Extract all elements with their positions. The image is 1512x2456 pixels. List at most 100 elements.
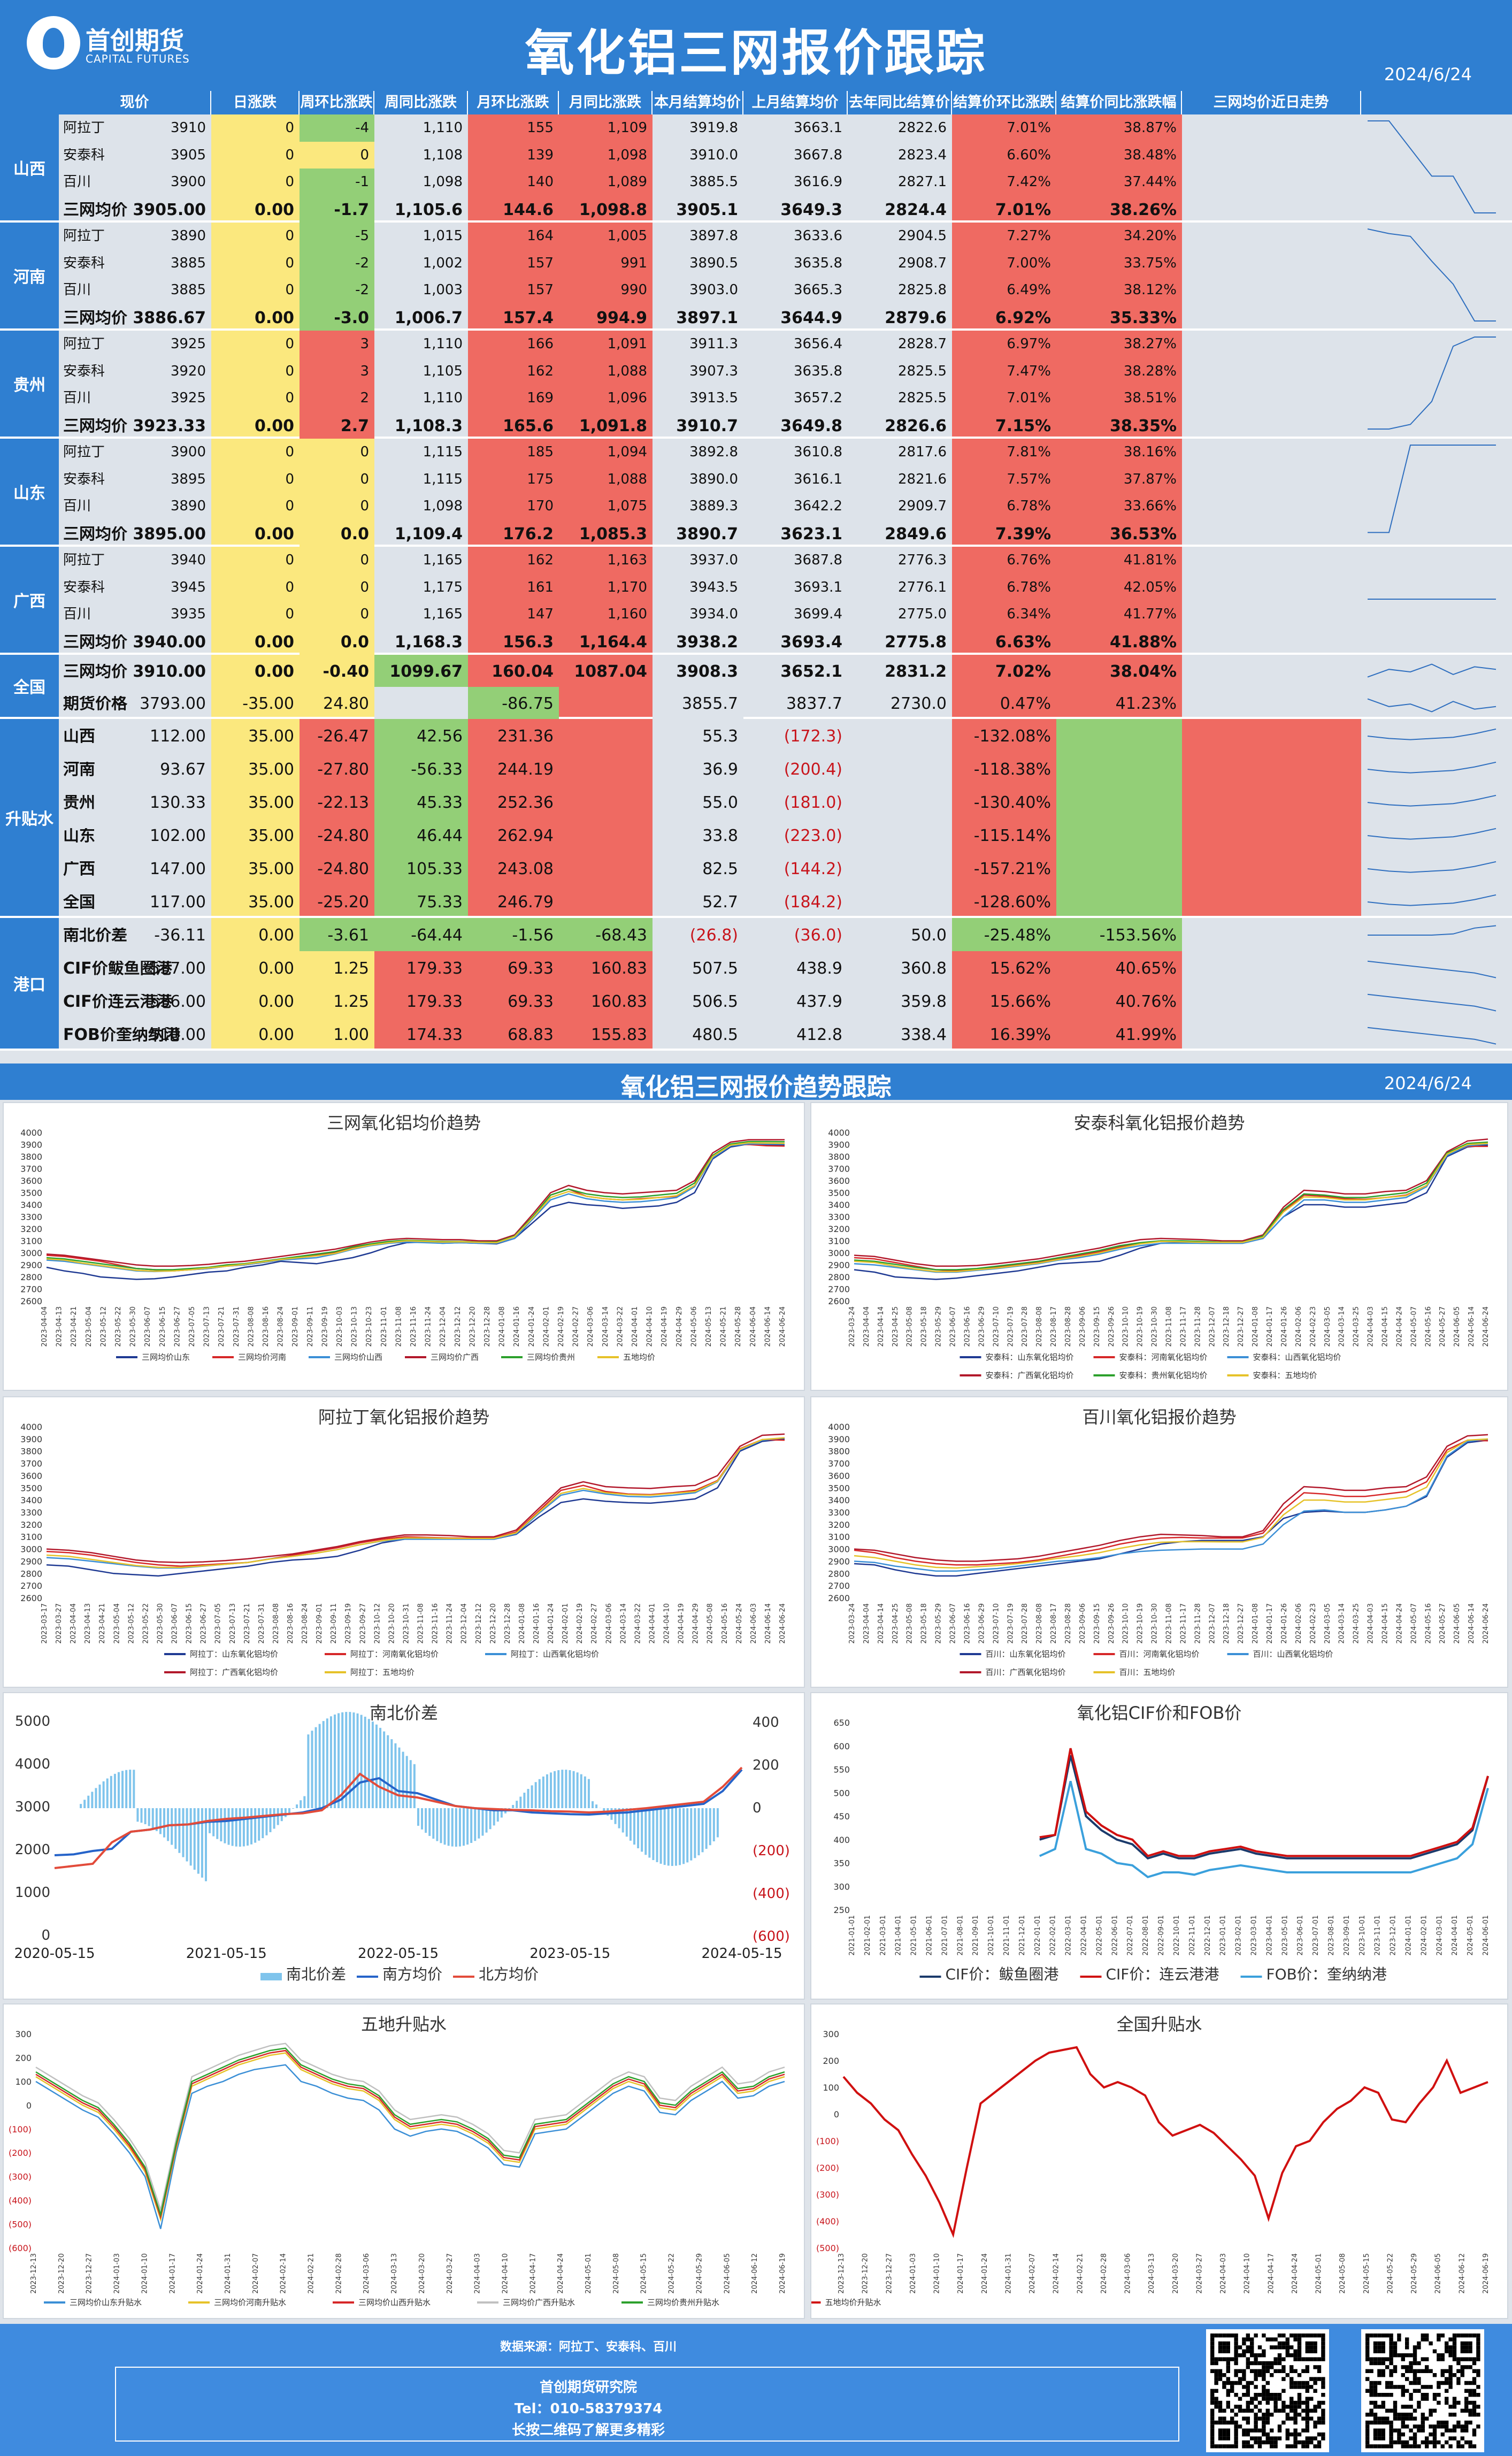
x-tick-label: 2024-02-19 [557,1306,565,1347]
qr-module [1377,2420,1381,2425]
qr-module [1222,2357,1226,2361]
qr-module [1393,2408,1398,2413]
table-cell: 3903.0 [689,283,738,299]
table-cell: 3693.1 [794,580,842,595]
qr-module [1460,2365,1464,2369]
qr-module [1273,2405,1278,2409]
x-tick-label: 2020-05-15 [14,1946,95,1962]
qr-module [1405,2416,1409,2421]
x-tick-label: 2024-04-01 [1451,1915,1459,1956]
qr-module [1230,2385,1234,2389]
qr-module [1468,2440,1472,2445]
bar [701,1808,704,1853]
qr-module [1373,2393,1378,2397]
qr-module [1413,2444,1417,2449]
qr-module [1242,2432,1246,2437]
qr-module [1425,2365,1429,2369]
qr-module [1262,2365,1266,2369]
bar [379,1727,382,1808]
bar [671,1808,673,1866]
y-tick-label: 3900 [20,1434,42,1444]
qr-module [1273,2400,1278,2405]
x-tick-label: 2024-03-27 [1195,2253,1203,2294]
y-tick-label: 3300 [828,1508,850,1518]
qr-module [1262,2424,1266,2429]
qr-module [1321,2381,1325,2385]
qr-module [1254,2369,1258,2373]
qr-module [1472,2381,1477,2385]
qr-module [1305,2365,1309,2369]
qr-module [1452,2333,1457,2338]
qr-module [1250,2353,1254,2358]
qr-module [1270,2373,1274,2377]
qr-module [1254,2405,1258,2409]
column-band [952,719,1056,916]
row-label: 百川 [63,499,91,515]
x-tick-label: 2024-06-12 [1458,2253,1466,2294]
qr-module [1317,2416,1322,2421]
x-tick-label: 2023-09-11 [330,1603,338,1644]
qr-module [1401,2373,1405,2377]
qr-module [1460,2369,1464,2373]
qr-module [1277,2408,1282,2413]
qr-code-1[interactable] [1206,2329,1329,2452]
qr-module [1452,2405,1457,2409]
table-cell: 2879.6 [885,310,947,327]
table-cell: 1.25 [333,994,369,1011]
x-tick-label: 2024-05-22 [668,2253,676,2294]
table-cell: 7.81% [1007,445,1051,461]
qr-module [1214,2400,1218,2405]
table-cell: 1.00 [333,1027,369,1044]
qr-module [1277,2357,1282,2361]
qr-module [1365,2353,1370,2358]
table-cell: 1,091.8 [579,418,647,435]
bar [125,1770,128,1808]
qr-module [1222,2416,1226,2421]
qr-module [1385,2393,1390,2397]
x-tick-label: 2024-05-27 [1439,1603,1447,1644]
table-cell: 262.94 [497,828,554,845]
qr-module [1222,2381,1226,2385]
table-cell: 0 [285,283,294,299]
qr-module [1270,2428,1274,2432]
qr-module [1464,2440,1469,2445]
bar [273,1808,275,1829]
y-tick-label: 600 [833,1741,850,1751]
x-tick-label: 2024-05-08 [707,1603,715,1644]
qr-module [1464,2341,1469,2346]
qr-module [1257,2361,1262,2366]
table-cell: 3895 [170,472,206,487]
legend-label: 安泰科：山东氧化铝均价 [986,1352,1074,1362]
qr-module [1377,2357,1381,2361]
qr-module [1448,2369,1453,2373]
qr-module [1262,2432,1266,2437]
x-tick-label: 2024-05-01 [1467,1915,1475,1956]
qr-module [1262,2377,1266,2381]
qr-module [1222,2333,1226,2338]
y2-tick-label: 200 [753,1757,779,1773]
table-cell [561,828,647,845]
x-tick-label: 2024-01-01 [1404,1915,1413,1956]
qr-module [1460,2341,1464,2346]
qr-module [1305,2341,1309,2346]
qr-module [1246,2444,1250,2449]
x-tick-label: 2023-11-24 [446,1603,454,1644]
qr-module [1389,2428,1393,2432]
table-cell: 156.3 [503,634,554,652]
qr-module [1468,2345,1472,2350]
qr-module [1250,2381,1254,2385]
bar [265,1808,268,1835]
table-cell [1058,762,1177,779]
table-cell: -115.14% [973,828,1051,845]
qr-module [1397,2440,1401,2445]
qr-module [1285,2413,1290,2417]
x-tick-label: 2023-12-13 [30,2253,38,2294]
qr-module [1293,2353,1298,2358]
x-tick-label: 2024-04-17 [529,2253,537,2294]
qr-module [1452,2400,1457,2405]
qr-module [1369,2385,1373,2389]
qr-module [1246,2420,1250,2425]
x-tick-label: 2024-06-14 [764,1306,772,1347]
qr-code-2[interactable] [1361,2329,1484,2452]
y-tick-label: 3400 [828,1495,850,1505]
